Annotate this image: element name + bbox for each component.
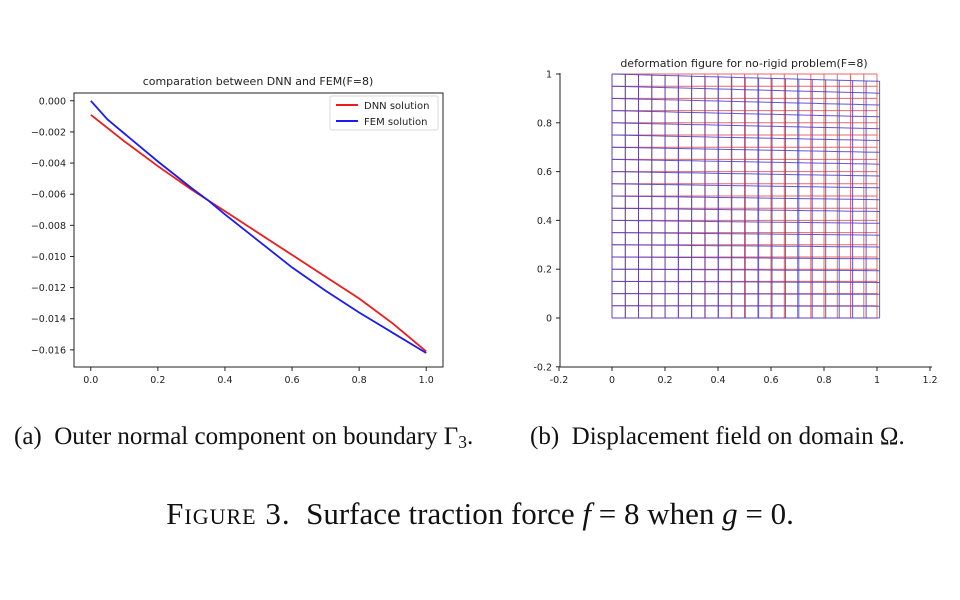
subcaption-a-subscript: 3 (458, 432, 467, 452)
x-tick-label: 1.0 (419, 375, 434, 386)
figure-g-eq: = 0. (745, 496, 794, 531)
y-tick-label: 1 (546, 70, 552, 81)
x-tick-label: -0.2 (550, 375, 569, 386)
y-tick-label: 0.8 (537, 118, 552, 129)
y-tick-label: 0.6 (537, 167, 552, 178)
y-tick-label: -0.2 (533, 362, 552, 373)
figure-label: Figure 3. (166, 496, 291, 531)
x-tick-label: 0.2 (657, 375, 672, 386)
y-tick-label: −0.010 (31, 252, 66, 263)
deformed-grid (611, 73, 881, 319)
x-tick-label: 0.8 (816, 375, 831, 386)
dnn-solution-line (90, 114, 427, 353)
x-tick-label: 0 (609, 375, 615, 386)
subcaption-a-gamma: Γ (443, 423, 459, 450)
y-tick-label: −0.006 (31, 190, 66, 201)
y-tick-label: 0.2 (537, 265, 552, 276)
subcaption-b: (b) Displacement field on domain Ω. (530, 422, 905, 451)
x-tick-label: 0.8 (352, 375, 367, 386)
y-tick-label: −0.016 (31, 345, 66, 356)
figure-caption: Figure 3. Surface traction force f = 8 w… (0, 496, 960, 532)
y-tick-label: 0.000 (39, 96, 66, 107)
y-tick-label: −0.008 (31, 221, 66, 232)
chart-b-title: deformation figure for no-rigid problem(… (620, 57, 867, 70)
figure-g-var: g (722, 496, 738, 531)
chart-a-lines (90, 100, 427, 354)
y-tick-label: 0.4 (537, 216, 552, 227)
subcaption-b-label: (b) (530, 423, 560, 450)
subcaption-a: (a) Outer normal component on boundary Γ… (14, 422, 504, 457)
y-tick-label: −0.014 (31, 314, 66, 325)
x-tick-label: 0.0 (83, 375, 98, 386)
x-tick-label: 0.6 (763, 375, 778, 386)
legend-fem-label: FEM solution (364, 117, 427, 128)
chart-a-axes (73, 92, 444, 368)
x-tick-label: 1 (874, 375, 880, 386)
panel-b-chart: deformation figure for no-rigid problem(… (533, 57, 937, 386)
subcaption-a-text: Outer normal component on boundary (54, 423, 438, 450)
x-tick-label: 0.4 (217, 375, 232, 386)
figure-caption-text: Surface traction force (306, 496, 575, 531)
chart-a-ticks: 0.0 0.2 0.4 0.6 0.8 1.0 0.000 −0.002 −0.004 −0.00… (31, 96, 434, 386)
y-tick-label: 0 (546, 314, 552, 325)
figure-f-eq: = 8 when (598, 496, 715, 531)
subcaption-a-end: . (466, 423, 474, 450)
x-tick-label: 1.2 (922, 375, 937, 386)
subcaption-a-label: (a) (14, 423, 42, 450)
x-tick-label: 0.6 (284, 375, 299, 386)
legend-dnn-label: DNN solution (364, 101, 429, 112)
subcaption-b-text: Displacement field on domain Ω. (571, 423, 905, 450)
fem-solution-line (90, 100, 427, 354)
y-tick-label: −0.012 (31, 283, 66, 294)
chart-a-title: comparation between DNN and FEM(F=8) (143, 75, 374, 88)
y-tick-label: −0.004 (31, 159, 66, 170)
x-tick-label: 0.4 (710, 375, 725, 386)
figure-f-var: f (582, 496, 591, 531)
chart-a-legend: DNN solution FEM solution (329, 95, 439, 131)
x-tick-label: 0.2 (150, 375, 165, 386)
chart-b-ticks: -0.2 0 0.2 0.4 0.6 0.8 1 1.2 -0.2 0 0.2 0.4 0.6 0.8 1 (533, 70, 937, 387)
panel-a-chart: comparation between DNN and FEM(F=8) 0.0… (31, 75, 444, 386)
y-tick-label: −0.002 (31, 127, 66, 138)
